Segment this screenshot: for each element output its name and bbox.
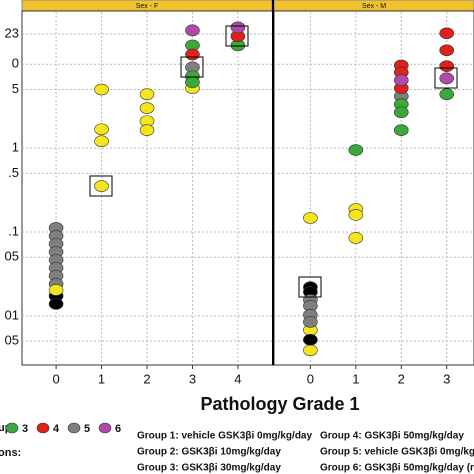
x-tick-label: 1 — [352, 371, 359, 386]
x-tick-label: 3 — [443, 371, 450, 386]
strip-title: Sex - M — [362, 3, 386, 10]
x-tick-label: 3 — [189, 371, 196, 386]
group-note: Group 2: GSK3βi 10mg/kg/day — [137, 447, 281, 458]
point — [48, 284, 64, 296]
point — [393, 124, 409, 136]
x-tick-label: 0 — [307, 371, 314, 386]
legend-label: 6 — [115, 423, 121, 435]
y-tick-label: .1 — [8, 223, 19, 238]
point — [139, 124, 155, 136]
point — [139, 88, 155, 100]
point — [94, 123, 109, 136]
y-tick-label: .5 — [8, 165, 19, 180]
y-tick-label: 1 — [12, 140, 19, 155]
legend-swatch — [98, 422, 112, 434]
x-tick-label: 4 — [234, 371, 241, 386]
point — [94, 135, 109, 148]
y-tick-label: 5 — [12, 81, 19, 96]
y-tick-label: 05 — [5, 333, 19, 348]
point — [348, 232, 364, 244]
legend-label: 3 — [22, 423, 28, 435]
x-axis-label: Pathology Grade 1 — [200, 394, 359, 414]
point — [303, 212, 318, 224]
x-tick-label: 2 — [143, 371, 150, 386]
y-tick-label: 0 — [12, 56, 19, 71]
x-tick-label: 1 — [98, 371, 105, 386]
legend-label: 5 — [84, 423, 90, 435]
y-tick-label: 23 — [5, 25, 19, 40]
point — [48, 298, 64, 310]
highlight-boxes — [89, 25, 458, 298]
point — [393, 74, 409, 87]
x-tick-label: 0 — [52, 371, 59, 386]
point — [230, 21, 246, 34]
y-tick-label: 05 — [5, 249, 19, 264]
group-note: Group 5: vehicle GSK3βi 0mg/kg/day — [320, 447, 474, 458]
point — [303, 316, 318, 328]
legend-swatch — [5, 422, 19, 434]
point — [185, 48, 200, 61]
point — [139, 102, 155, 114]
point — [303, 344, 318, 357]
notes-title: ons: — [0, 447, 21, 459]
group-note: Group 3: GSK3βi 30mg/kg/day — [137, 463, 281, 474]
point — [348, 144, 364, 156]
point — [94, 180, 109, 192]
point — [185, 24, 200, 37]
point — [439, 60, 455, 72]
point — [393, 106, 409, 119]
group-note: Group 1: vehicle GSK3βi 0mg/kg/day — [137, 431, 312, 442]
point — [439, 72, 455, 85]
point — [439, 44, 455, 57]
point — [348, 209, 364, 221]
point — [439, 27, 455, 40]
point — [439, 88, 455, 100]
point — [185, 76, 200, 89]
group-note: Group 6: GSK3βi 50mg/kg/day (re — [320, 463, 474, 474]
group-note: Group 4: GSK3βi 50mg/kg/day — [320, 431, 464, 442]
point — [303, 333, 318, 346]
strip-title: Sex - F — [136, 3, 159, 10]
y-tick-label: 01 — [5, 307, 19, 322]
point — [94, 83, 109, 96]
x-tick-label: 2 — [398, 371, 405, 386]
legend-swatch — [67, 422, 81, 434]
legend-swatch — [36, 422, 50, 434]
legend-label: 4 — [53, 423, 60, 435]
